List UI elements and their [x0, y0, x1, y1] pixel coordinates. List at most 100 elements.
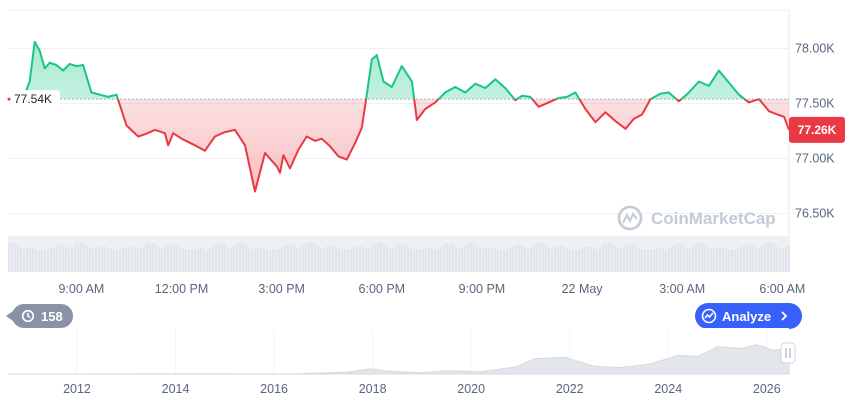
volume-bar [440, 246, 443, 272]
volume-bar [251, 249, 254, 272]
volume-bar [683, 245, 686, 272]
volume-bar [44, 249, 47, 272]
volume-bar [332, 245, 335, 272]
chevron-right-icon [776, 308, 792, 324]
volume-bar [752, 245, 755, 272]
volume-bar [395, 245, 398, 272]
volume-bar [215, 243, 218, 272]
volume-bar [299, 249, 302, 272]
area-above-reference [23, 41, 745, 100]
history-clock-icon [20, 308, 36, 324]
volume-bar [317, 246, 320, 272]
x-tick-label: 12:00 PM [155, 282, 209, 296]
volume-bar [722, 248, 725, 272]
volume-bar [419, 249, 422, 272]
volume-bar [650, 249, 653, 272]
volume-bar [203, 248, 206, 272]
svg-text:77.54K: 77.54K [14, 92, 52, 106]
volume-bar [182, 249, 185, 272]
volume-bar [119, 249, 122, 272]
volume-bar [272, 249, 275, 272]
volume-bar [542, 242, 545, 272]
volume-bar [14, 243, 17, 272]
x-axis-ticks: 9:00 AM 12:00 PM 3:00 PM 6:00 PM 9:00 PM 22 M… [58, 282, 805, 296]
volume-bar [281, 247, 284, 272]
volume-bar [530, 247, 533, 272]
analyze-chart-icon [701, 308, 717, 324]
volume-bar [206, 249, 209, 272]
y-axis-ticks: 78.00K 77.50K 77.00K 76.50K [795, 42, 835, 221]
volume-bar [143, 245, 146, 272]
volume-bar [230, 249, 233, 272]
volume-bar [497, 249, 500, 272]
analyze-button[interactable]: Analyze [695, 303, 803, 329]
start-point [7, 97, 11, 101]
volume-bar [296, 247, 299, 272]
volume-bar [185, 249, 188, 272]
volume-bar [461, 247, 464, 272]
navigator-year-label: 2022 [556, 382, 584, 396]
coinmarketcap-logo-icon [617, 205, 643, 231]
volume-bar [293, 245, 296, 272]
volume-bar [785, 246, 788, 272]
volume-bar [464, 244, 467, 272]
volume-bar [491, 247, 494, 272]
volume-bar [629, 243, 632, 272]
volume-bar [164, 246, 167, 272]
volume-bar [569, 248, 572, 272]
volume-bar [641, 249, 644, 272]
volume-bar [74, 244, 77, 272]
history-navigator[interactable]: 2012 2014 2016 2018 2020 2022 2024 2026 [0, 325, 860, 401]
price-chart[interactable]: CoinMarketCap 78.00K 77.50K 77.00K 76.50K 9… [0, 0, 860, 300]
volume-bar [65, 246, 68, 272]
volume-bar [377, 242, 380, 272]
volume-bar [188, 249, 191, 272]
volume-bar [98, 246, 101, 272]
volume-bar [605, 242, 608, 272]
volume-bar [275, 249, 278, 272]
volume-bar [488, 247, 491, 272]
volume-bar [548, 247, 551, 272]
volume-bar [302, 246, 305, 272]
volume-bar [446, 243, 449, 272]
volume-bar [71, 247, 74, 272]
volume-bar [320, 249, 323, 272]
volume-bar [545, 244, 548, 272]
volume-bar [11, 242, 14, 272]
volume-bar [566, 247, 569, 272]
volume-bar [599, 247, 602, 272]
volume-bar [176, 245, 179, 272]
volume-bar [245, 244, 248, 272]
volume-bar [209, 248, 212, 272]
volume-bar [374, 243, 377, 272]
volume-bar [557, 245, 560, 272]
current-price-badge: 77.26K [789, 116, 845, 143]
volume-bar [749, 244, 752, 272]
volume-bar [401, 244, 404, 272]
volume-bar [617, 247, 620, 272]
navigator-year-label: 2020 [457, 382, 485, 396]
volume-bar [449, 242, 452, 272]
volume-bar [8, 243, 11, 272]
volume-bar [560, 245, 563, 272]
volume-bar [524, 246, 527, 272]
volume-bar [482, 249, 485, 272]
volume-bar [764, 243, 767, 272]
volume-bar [692, 245, 695, 272]
volume-bar [422, 249, 425, 272]
volume-bar [743, 245, 746, 272]
x-tick-label: 3:00 PM [258, 282, 305, 296]
volume-bar [338, 248, 341, 272]
volume-bar [365, 248, 368, 272]
volume-bar [83, 242, 86, 272]
volume-bar [260, 247, 263, 272]
volume-bar [515, 244, 518, 272]
volume-bar [710, 249, 713, 272]
volume-bar [767, 242, 770, 272]
range-handle-icon[interactable] [780, 342, 796, 364]
volume-bar [410, 248, 413, 272]
navigator-year-label: 2024 [654, 382, 682, 396]
volume-bar [314, 243, 317, 272]
volume-bar [695, 243, 698, 272]
history-count-badge[interactable]: 158 [6, 304, 73, 328]
